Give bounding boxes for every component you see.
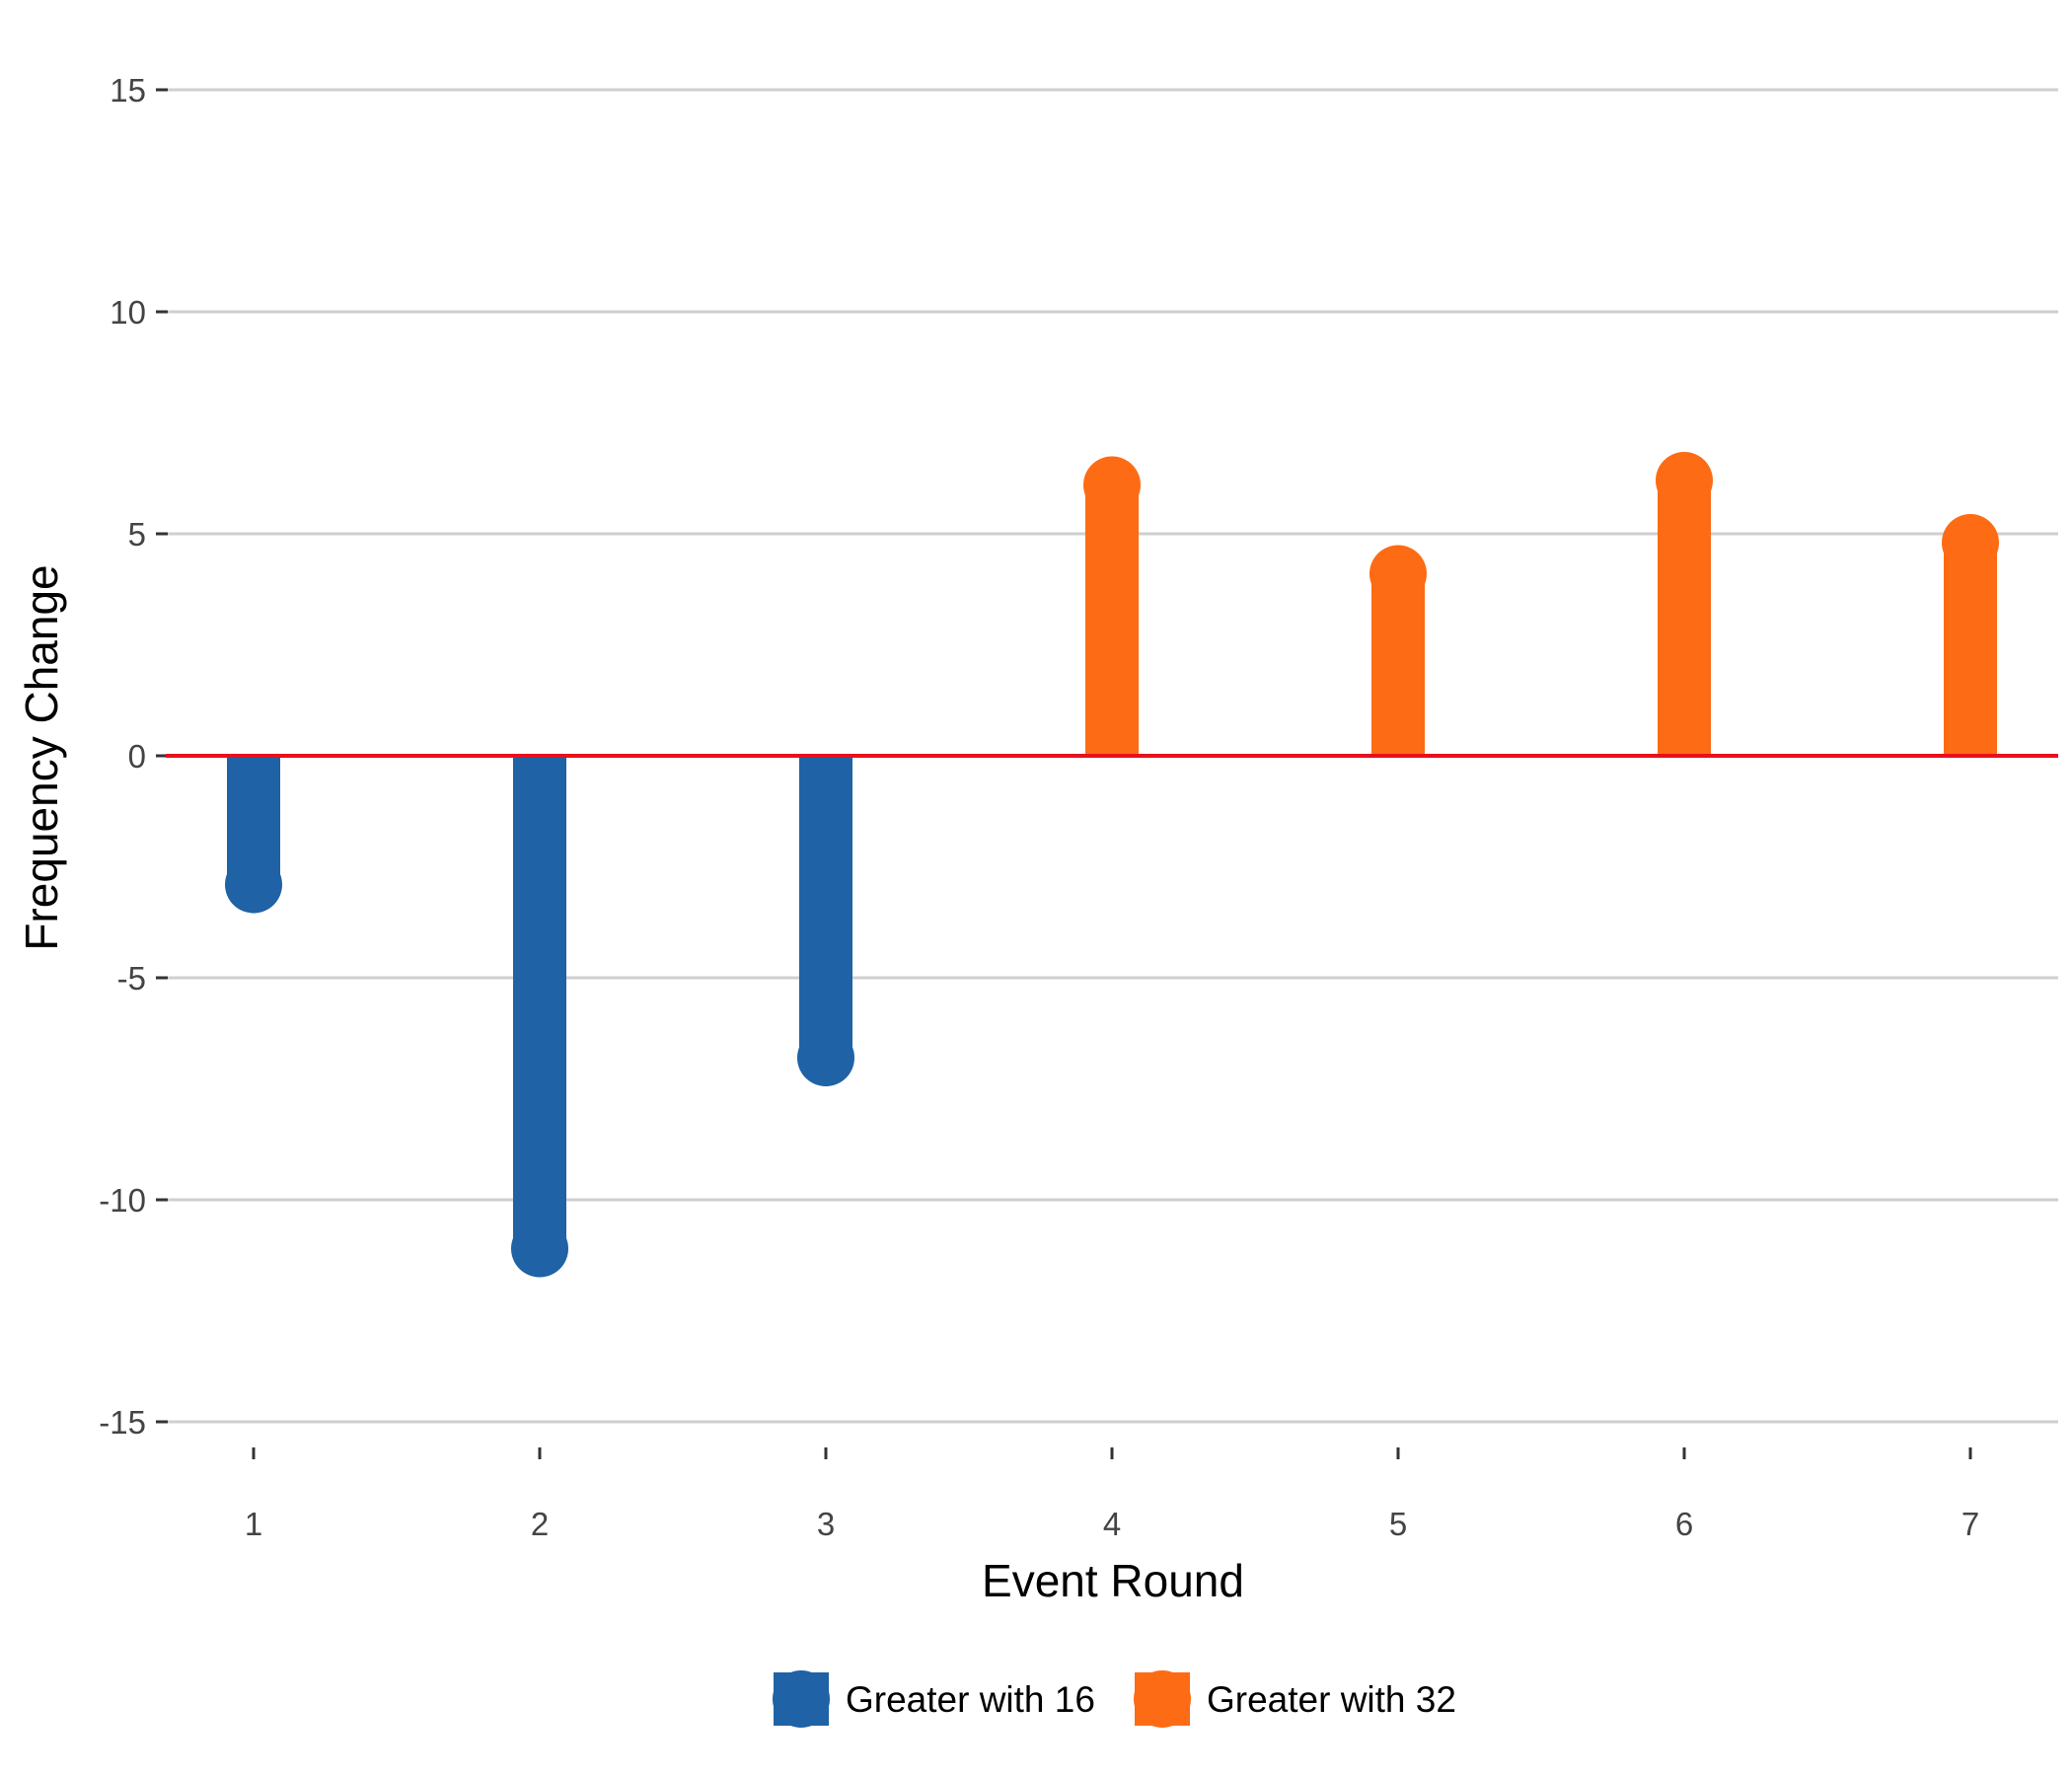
x-axis-ticks: 1 2 3 4 5 6 7 — [245, 1447, 1979, 1542]
y-tick-label: -5 — [117, 960, 146, 997]
lollipop-stem — [1085, 484, 1139, 756]
y-tick-label: 5 — [128, 516, 146, 553]
y-tick-label: 15 — [110, 72, 146, 109]
lollipop-head — [1369, 545, 1427, 603]
y-tick-label: 10 — [110, 294, 146, 331]
y-tick-label: -15 — [99, 1404, 146, 1441]
x-tick-label: 1 — [245, 1506, 262, 1542]
y-axis-title: Frequency Change — [16, 564, 67, 950]
lollipop-head — [511, 1220, 568, 1278]
x-tick-label: 6 — [1675, 1506, 1693, 1542]
y-axis-ticks: 15 10 5 0 -5 -10 -15 — [99, 72, 168, 1441]
lollipop-stems — [227, 481, 1997, 1249]
lollipop-head — [225, 855, 282, 914]
lollipop-stem — [799, 756, 852, 1058]
lollipop-stem — [1944, 543, 1997, 756]
lollipop-stem — [513, 756, 566, 1249]
lollipop-head — [1942, 514, 1999, 571]
y-tick-label: -10 — [99, 1182, 146, 1219]
x-tick-label: 4 — [1103, 1506, 1121, 1542]
legend: Greater with 16 Greater with 32 — [773, 1670, 1456, 1728]
legend-label: Greater with 16 — [846, 1679, 1095, 1720]
lollipop-heads — [225, 452, 1999, 1278]
x-tick-label: 3 — [817, 1506, 835, 1542]
lollipop-stem — [1658, 481, 1711, 756]
x-tick-label: 7 — [1961, 1506, 1979, 1542]
lollipop-head — [797, 1029, 854, 1086]
x-tick-label: 2 — [531, 1506, 549, 1542]
x-axis-title: Event Round — [982, 1555, 1244, 1606]
lollipop-stem — [1371, 573, 1425, 756]
lollipop-head — [1083, 456, 1141, 514]
legend-label: Greater with 32 — [1207, 1679, 1456, 1720]
lollipop-head — [1656, 452, 1713, 509]
legend-key-dot — [773, 1670, 830, 1728]
legend-key-dot — [1134, 1670, 1191, 1728]
y-tick-label: 0 — [128, 738, 146, 775]
x-tick-label: 5 — [1389, 1506, 1407, 1542]
